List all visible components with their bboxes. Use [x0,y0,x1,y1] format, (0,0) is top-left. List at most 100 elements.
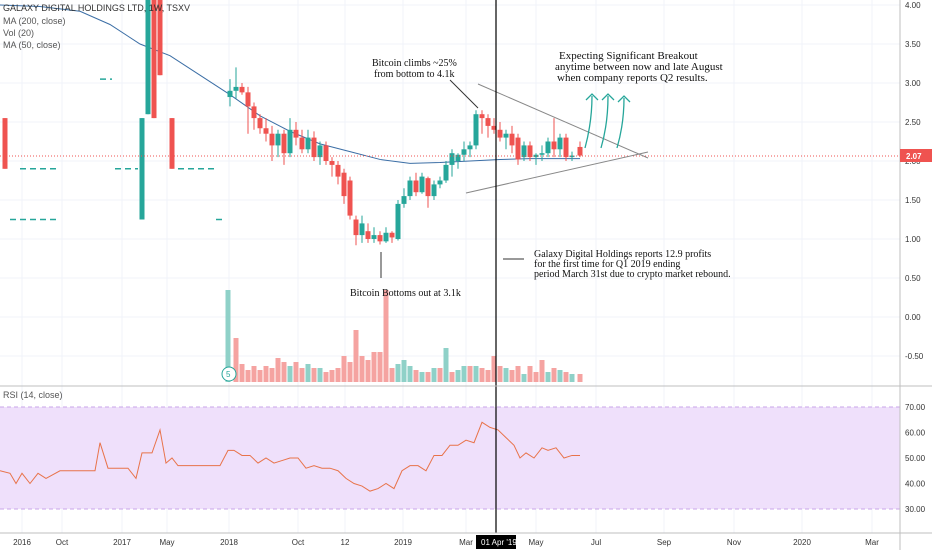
candle [485,114,491,138]
candle-body [485,118,491,126]
candle-body [377,235,383,242]
candle [577,141,583,158]
candle [401,188,407,208]
breakout-arrows [584,93,631,149]
volume-bar [509,370,515,382]
candle [425,176,431,208]
candle [251,102,257,130]
volume-bar [407,366,413,382]
price-tick-label: 0.50 [905,274,921,283]
price-tick-label: 2.50 [905,118,921,127]
candle [371,227,377,243]
candle [169,118,175,169]
rsi-band-layer [0,406,900,510]
candle-body [521,145,527,158]
rsi-tick-label: 70.00 [905,403,926,412]
volume-bar [467,366,473,382]
candle [491,118,497,134]
candle [563,133,569,161]
candle-body [407,180,413,197]
candle-body [269,133,275,146]
candle [419,172,425,194]
volume-bar [371,352,377,382]
candle-body [577,146,583,156]
rsi-axis[interactable]: 70.00 60.00 50.00 40.00 30.00 [905,403,926,514]
candle [473,110,479,150]
volume-bar [577,374,583,382]
candle-body [479,114,485,119]
candle-body [497,129,503,138]
price-tick-label: 3.50 [905,40,921,49]
candle [545,137,551,158]
candle-body [425,178,431,197]
candle-body [371,235,377,239]
profit-note-line2: for the first time for Q1 2019 ending [534,259,680,270]
volume-event-marker[interactable] [221,366,237,382]
climb-note-line2: from bottom to 4.1k [374,69,455,80]
volume-bar [461,366,467,382]
price-tick-label: -0.50 [905,352,924,361]
candle-body [491,125,497,130]
candle-body [455,154,461,161]
volume-bar [275,358,281,382]
volume-bar [317,368,323,382]
volume-bar [473,366,479,382]
triangle-upper-trendline [477,83,649,159]
candle-body [539,153,545,155]
volume-bar [521,374,527,382]
symbol-title: GALAXY DIGITAL HOLDINGS LTD, 1W, TSXV [3,3,190,13]
candle [305,129,311,154]
candle-body [563,137,569,158]
candles-layer [2,0,583,246]
volume-layer [225,290,583,382]
volume-bar [479,368,485,382]
candle-body [353,219,359,236]
candle-body [461,149,467,155]
candle-body [305,137,311,150]
candle [407,176,413,200]
candle [287,118,293,158]
ma200-legend: MA (200, close) [3,16,66,26]
candle-body [533,154,539,158]
volume-bar [287,366,293,382]
candle-body [293,129,299,138]
candle [437,176,443,189]
candle [293,122,299,146]
volume-bar [347,362,353,382]
candle-body [551,141,557,150]
arrow-up-icon [617,95,631,103]
climb-note-line1: Bitcoin climbs ~25% [372,58,457,69]
candle-body [145,0,151,115]
candle [317,141,323,165]
candle-body [437,180,443,185]
candle-body [389,232,395,238]
breakout-note-line3: when company reports Q2 results. [557,72,708,84]
volume-bar [503,368,509,382]
candle [479,110,485,134]
candle [347,176,353,220]
profit-note-line1: Galaxy Digital Holdings reports 12.9 pro… [534,249,711,260]
volume-bar [401,360,407,382]
candle-body [359,223,365,236]
volume-bar [419,372,425,382]
candle [281,129,287,165]
volume-bar [485,370,491,382]
candle [467,141,473,158]
time-tick-label: May [528,538,543,547]
volume-bar [245,370,251,382]
candle-body [413,180,419,193]
ma50-line [0,4,580,164]
volume-event-marker-label: 5 [226,370,231,379]
volume-bar [569,374,575,382]
candle-body [557,137,563,150]
candle [443,161,449,183]
volume-bar [539,360,545,382]
volume-bar [225,290,231,382]
time-axis[interactable]: 2016 Oct 2017 May 2018 Oct 12 2019 Mar May Jul Sep N… [13,538,879,547]
last-price-tag-label: 2.07 [906,152,922,161]
candle [145,0,151,115]
time-tick-label: Mar [459,538,473,547]
candle-body [263,128,269,134]
candle-body [311,137,317,158]
